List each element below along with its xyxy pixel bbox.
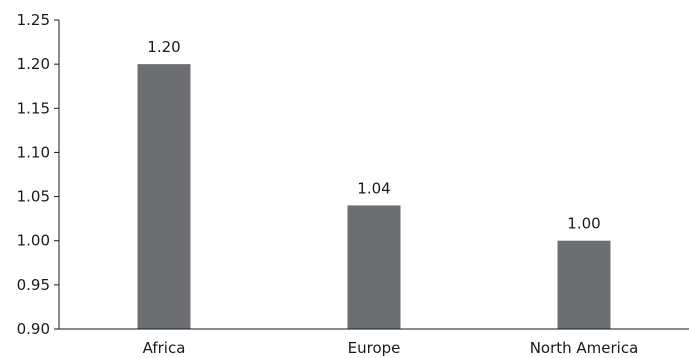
y-tick-label: 1.20: [17, 55, 50, 73]
y-tick-label: 1.25: [17, 11, 50, 29]
bars-group: [137, 64, 611, 330]
y-tick-label: 1.00: [17, 232, 50, 250]
y-tick-label: 1.15: [17, 99, 50, 117]
x-tick-label: North America: [530, 339, 639, 357]
y-tick-label: 1.05: [17, 188, 50, 206]
x-axis-labels: Africa Europe North America: [143, 339, 639, 357]
data-label: 1.04: [357, 179, 390, 197]
y-tick-label: 1.10: [17, 143, 50, 161]
bar-africa: [137, 64, 191, 330]
y-tick-label: 0.95: [17, 276, 50, 294]
y-axis-ticks: 0.90 0.95 1.00 1.05 1.10 1.15 1.20 1.25: [17, 11, 59, 338]
y-tick-label: 0.90: [17, 320, 50, 338]
data-label: 1.20: [147, 38, 180, 56]
bar-north-america: [557, 240, 611, 329]
x-tick-label: Europe: [348, 339, 401, 357]
x-tick-label: Africa: [143, 339, 186, 357]
bar-europe: [347, 205, 401, 329]
data-label: 1.00: [567, 215, 600, 233]
data-labels-group: 1.20 1.04 1.00: [147, 38, 600, 233]
